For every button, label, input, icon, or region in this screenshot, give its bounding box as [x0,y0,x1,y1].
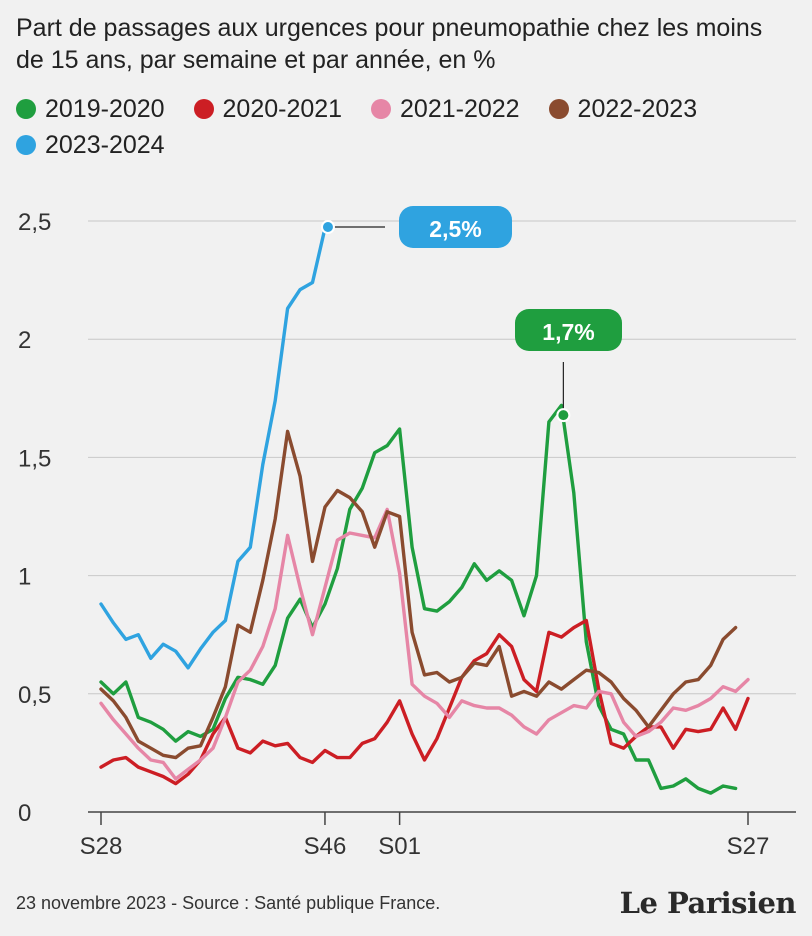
x-tick-label: S28 [80,833,123,860]
legend-item: 2019-2020 [16,92,165,126]
y-tick-label: 0,5 [18,682,51,709]
legend-label: 2020-2021 [222,95,343,123]
legend-item: 2022-2023 [548,92,698,126]
source-note: 23 novembre 2023 - Source : Santé publiq… [16,893,441,913]
peak-marker [320,220,335,234]
legend-item: 2020-2021 [193,92,343,126]
legend-swatch [193,99,214,119]
callout-badge [399,206,512,248]
callout-label: 2,5% [429,216,481,242]
y-tick-label: 0 [18,800,31,827]
y-tick-label: 2 [18,327,31,354]
publisher-logo: Le Parisien [619,886,797,920]
line-chart: 0 0,5 1 1,5 2 2,5 S28 S46 S01 S27 2,5% 1,7% [18,206,796,860]
chart-title: Part de passages aux urgences pour pneum… [16,14,763,74]
callout-label: 1,7% [542,319,594,345]
peak-marker [556,408,571,423]
legend-swatch [548,99,569,119]
x-tick-label: S27 [727,833,770,860]
legend-label: 2022-2023 [577,95,698,123]
legend-label: 2021-2022 [400,95,520,123]
series-line [99,618,750,786]
series-line [99,507,750,781]
legend-item: 2021-2022 [371,92,520,126]
legend-swatch [371,99,392,119]
callout-badge [515,309,622,351]
legend-swatch [16,135,36,155]
series-line [99,429,738,760]
y-tick-label: 2,5 [18,209,51,236]
chart-legend: 2019-2020 2020-2021 2021-2022 2022-2023 … [16,92,796,164]
series-line [99,226,327,670]
y-tick-label: 1 [18,564,31,591]
legend-swatch [16,99,36,119]
x-tick-label: S01 [378,833,421,860]
legend-label: 2019-2020 [45,95,165,123]
x-tick-label: S46 [304,833,347,860]
legend-label: 2023-2024 [45,131,165,159]
y-tick-label: 1,5 [18,445,51,472]
legend-item: 2023-2024 [16,128,165,162]
